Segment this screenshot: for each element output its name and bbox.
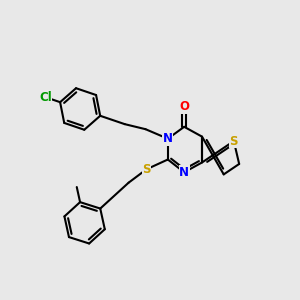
Text: N: N [179,166,189,179]
Text: S: S [230,135,238,148]
Text: O: O [179,100,189,113]
Text: N: N [163,132,173,145]
Text: Cl: Cl [39,91,52,104]
Text: S: S [142,163,151,176]
